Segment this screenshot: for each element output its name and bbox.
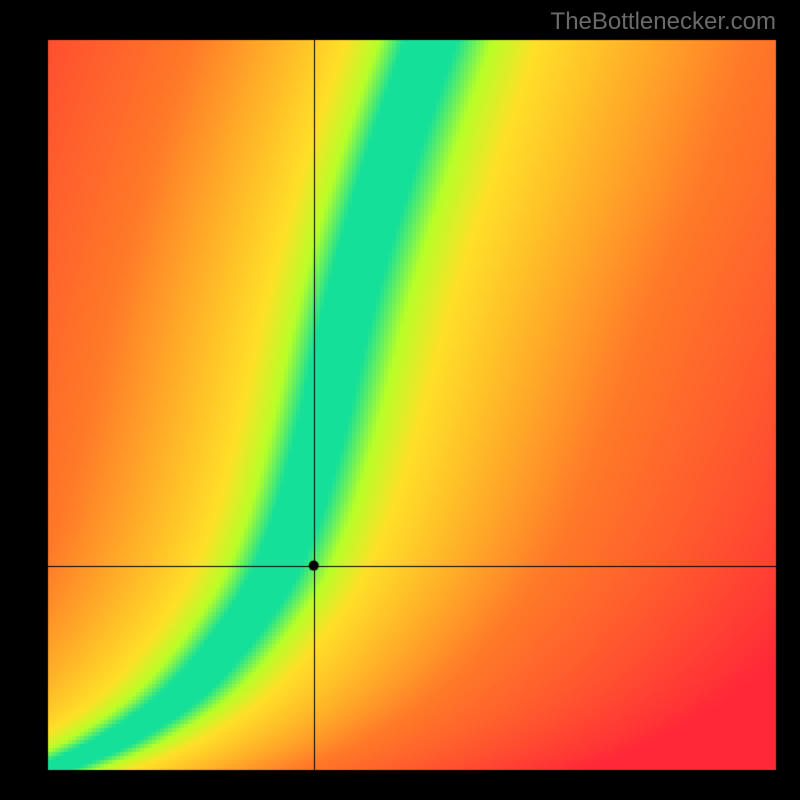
watermark-text: TheBottlenecker.com xyxy=(551,8,776,36)
heatmap-canvas xyxy=(0,0,800,800)
